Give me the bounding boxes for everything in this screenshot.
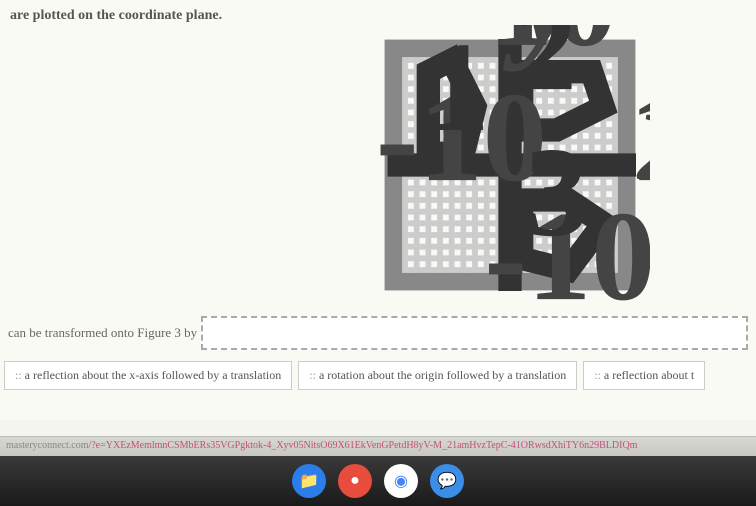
option-1[interactable]: :: a reflection about the x-axis followe…	[4, 361, 292, 390]
url-bar: masteryconnect.com/?e=YXEzMemlmnCSMbERs3…	[0, 436, 756, 456]
answer-prompt: can be transformed onto Figure 3 by	[8, 325, 197, 341]
option-2[interactable]: :: a rotation about the origin followed …	[298, 361, 577, 390]
figure-label-2: 2	[513, 25, 577, 117]
messages-icon[interactable]: 💬	[430, 464, 464, 498]
answer-drop-slot[interactable]	[201, 316, 748, 350]
option-3[interactable]: :: a reflection about t	[583, 361, 705, 390]
options-row: :: a reflection about the x-axis followe…	[0, 361, 756, 390]
url-path: /?e=YXEzMemlmnCSMbERs35VGPgktok-4_Xyv05N…	[88, 440, 637, 451]
chrome-icon[interactable]: ◉	[384, 464, 418, 498]
taskbar: 📁 ● ◉ 💬	[0, 456, 756, 506]
question-area: are plotted on the coordinate plane. x y…	[0, 0, 756, 420]
app-icon[interactable]: ●	[338, 464, 372, 498]
answer-line: can be transformed onto Figure 3 by	[0, 316, 756, 350]
files-icon[interactable]: 📁	[292, 464, 326, 498]
url-host: masteryconnect.com	[6, 440, 88, 451]
coordinate-plane: x y 10 -10 10 -10 123	[370, 25, 650, 305]
question-intro: are plotted on the coordinate plane.	[10, 8, 746, 24]
figure-label-3: 3	[525, 121, 589, 263]
figure-label-1: 1	[425, 25, 489, 158]
